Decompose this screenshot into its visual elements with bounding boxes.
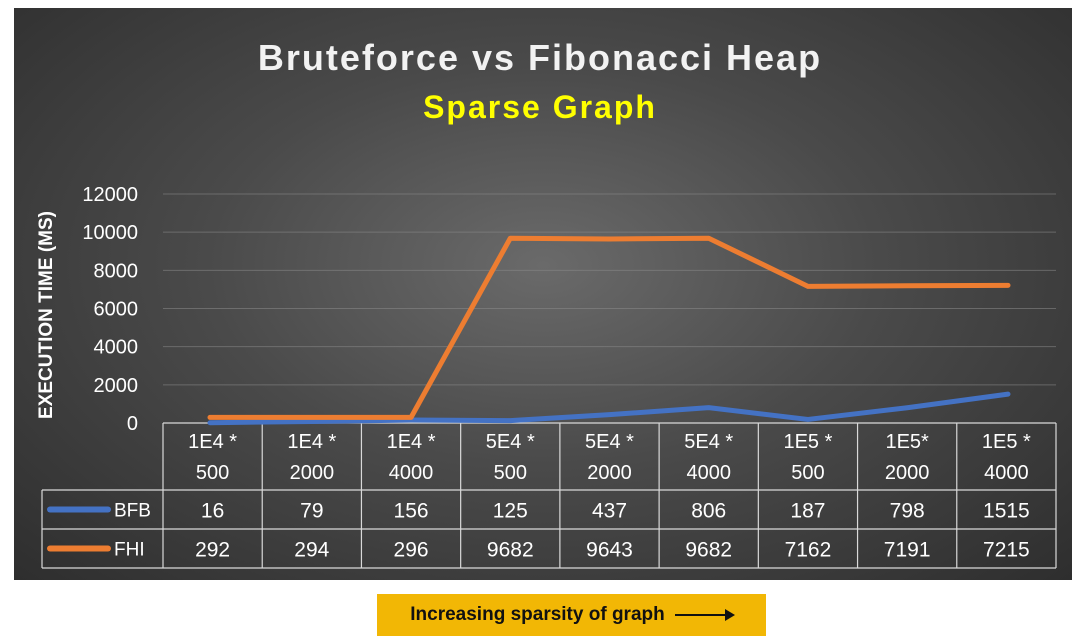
- data-value-fhi: 7215: [983, 539, 1030, 562]
- data-value-fhi: 294: [294, 539, 329, 562]
- x-tick-label-line2: 500: [196, 462, 229, 484]
- x-tick-label-line1: 5E4 *: [585, 431, 634, 453]
- x-tick-label-line2: 2000: [290, 462, 335, 484]
- data-value-bfb: 437: [592, 500, 627, 523]
- data-value-bfb: 79: [300, 500, 323, 523]
- x-tick-label-line1: 1E5 *: [783, 431, 832, 453]
- data-value-fhi: 296: [394, 539, 429, 562]
- caption-text: Increasing sparsity of graph: [410, 604, 665, 625]
- x-tick-label-line2: 4000: [984, 462, 1029, 484]
- y-tick-label: 6000: [94, 299, 139, 321]
- y-tick-label: 2000: [94, 375, 139, 397]
- y-tick-label: 8000: [94, 260, 139, 282]
- series-line-fhi: [207, 235, 1011, 420]
- data-value-bfb: 187: [790, 500, 825, 523]
- x-tick-label-line1: 1E4 *: [287, 431, 336, 453]
- legend-label-bfb: BFB: [114, 501, 151, 522]
- x-tick-label-line2: 2000: [587, 462, 632, 484]
- data-value-fhi: 7191: [884, 539, 931, 562]
- chart-subtitle: Sparse Graph: [423, 89, 657, 125]
- x-tick-label-line2: 2000: [885, 462, 930, 484]
- x-tick-label-line2: 500: [494, 462, 527, 484]
- y-tick-label: 0: [127, 413, 138, 435]
- y-tick-label: 4000: [94, 337, 139, 359]
- x-tick-label-line2: 500: [791, 462, 824, 484]
- data-value-bfb: 1515: [983, 500, 1030, 523]
- data-value-fhi: 9682: [685, 539, 732, 562]
- right-arrow-icon: [674, 609, 735, 621]
- data-value-bfb: 156: [394, 500, 429, 523]
- y-tick-label: 12000: [82, 184, 138, 206]
- y-axis-label: EXECUTION TIME (MS): [36, 211, 57, 419]
- x-tick-label-line1: 5E4 *: [684, 431, 733, 453]
- x-tick-label-line2: 4000: [389, 462, 434, 484]
- series-line-bfb: [207, 391, 1011, 426]
- legend-label-fhi: FHI: [114, 540, 145, 561]
- data-value-bfb: 798: [890, 500, 925, 523]
- data-value-bfb: 16: [201, 500, 224, 523]
- data-value-fhi: 9682: [487, 539, 534, 562]
- chart-title: Bruteforce vs Fibonacci Heap: [258, 37, 822, 78]
- data-value-bfb: 806: [691, 500, 726, 523]
- data-value-bfb: 125: [493, 500, 528, 523]
- chart-background: [14, 8, 1072, 580]
- x-tick-label-line1: 1E5*: [885, 431, 929, 453]
- data-value-fhi: 9643: [586, 539, 633, 562]
- x-tick-label-line1: 5E4 *: [486, 431, 535, 453]
- y-tick-label: 10000: [82, 222, 138, 244]
- sparsity-caption: Increasing sparsity of graph: [377, 594, 766, 636]
- line-chart: Bruteforce vs Fibonacci Heap Sparse Graph…: [36, 37, 1057, 569]
- x-tick-label-line1: 1E4 *: [387, 431, 436, 453]
- data-value-fhi: 7162: [785, 539, 832, 562]
- x-tick-label-line1: 1E5 *: [982, 431, 1031, 453]
- data-value-fhi: 292: [195, 539, 230, 562]
- x-tick-label-line1: 1E4 *: [188, 431, 237, 453]
- x-tick-label-line2: 4000: [686, 462, 731, 484]
